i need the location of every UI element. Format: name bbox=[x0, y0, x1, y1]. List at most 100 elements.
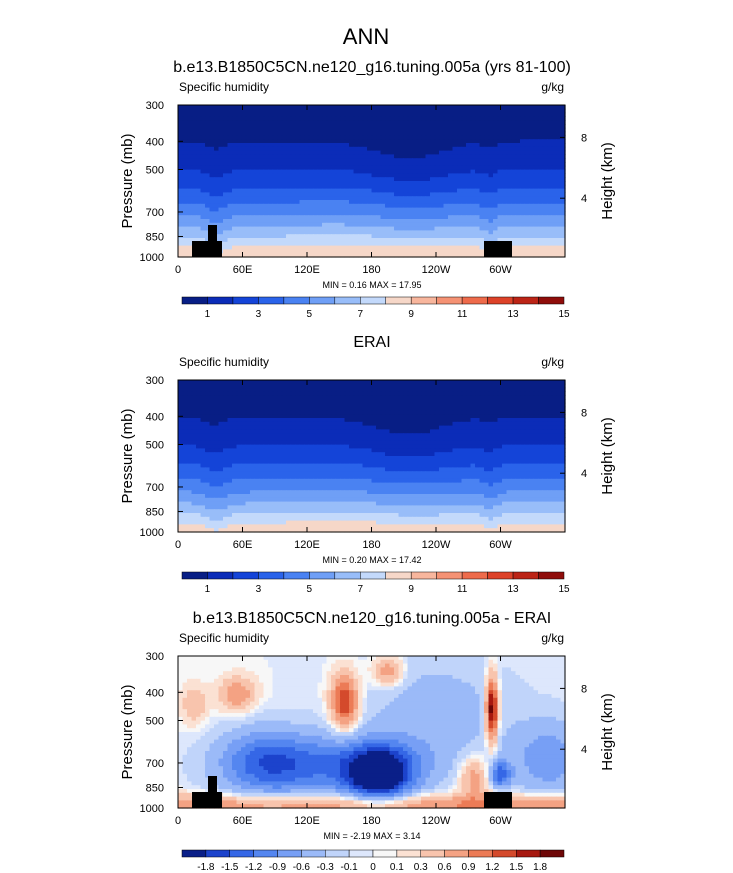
heatmap-cell bbox=[232, 425, 238, 430]
heatmap-cell bbox=[223, 230, 229, 235]
heatmap-cell bbox=[421, 146, 427, 152]
heatmap-cell bbox=[340, 184, 346, 190]
heatmap-cell bbox=[335, 380, 341, 385]
heatmap-cell bbox=[434, 399, 440, 404]
heatmap-cell bbox=[403, 165, 409, 171]
heatmap-cell bbox=[560, 181, 566, 186]
heatmap-cell bbox=[295, 192, 301, 197]
heatmap-cell bbox=[218, 181, 224, 186]
heatmap-cell bbox=[358, 429, 364, 434]
heatmap-cell bbox=[380, 418, 386, 423]
heatmap-cell bbox=[380, 184, 386, 190]
colorbar-label: 9 bbox=[408, 309, 414, 320]
heatmap-cell bbox=[434, 410, 440, 415]
heatmap-cell bbox=[182, 234, 188, 239]
heatmap-cell bbox=[299, 108, 305, 114]
heatmap-cell bbox=[556, 219, 562, 224]
heatmap-cell bbox=[398, 207, 404, 212]
heatmap-cell bbox=[313, 158, 319, 163]
heatmap-cell bbox=[304, 120, 310, 125]
heatmap-cell bbox=[466, 391, 472, 396]
heatmap-cell bbox=[380, 127, 386, 133]
heatmap-cell bbox=[349, 158, 355, 163]
heatmap-cell bbox=[299, 143, 305, 148]
heatmap-cell bbox=[272, 131, 278, 136]
heatmap-cell bbox=[362, 425, 368, 430]
heatmap-cell bbox=[506, 146, 512, 152]
heatmap-cell bbox=[385, 418, 391, 423]
heatmap-cell bbox=[380, 154, 386, 159]
heatmap-cell bbox=[367, 383, 373, 389]
heatmap-cell bbox=[425, 135, 431, 140]
heatmap-cell bbox=[214, 215, 220, 220]
heatmap-cell bbox=[457, 105, 463, 110]
heatmap-cell bbox=[358, 162, 364, 167]
heatmap-cell bbox=[394, 173, 400, 178]
heatmap-cell bbox=[488, 399, 494, 404]
heatmap-cell bbox=[250, 127, 256, 133]
heatmap-cell bbox=[232, 440, 238, 446]
heatmap-cell bbox=[277, 219, 283, 224]
heatmap-cell bbox=[200, 131, 206, 136]
heatmap-cell bbox=[313, 253, 319, 258]
heatmap-cell bbox=[295, 196, 301, 201]
heatmap-cell bbox=[484, 203, 490, 209]
heatmap-cell bbox=[308, 158, 314, 163]
heatmap-cell bbox=[466, 192, 472, 197]
heatmap-cell bbox=[299, 222, 305, 228]
heatmap-cell bbox=[556, 112, 562, 117]
heatmap-cell bbox=[196, 437, 202, 442]
heatmap-cell bbox=[439, 402, 445, 408]
heatmap-cell bbox=[560, 120, 566, 125]
heatmap-cell bbox=[232, 108, 238, 114]
heatmap-cell bbox=[367, 131, 373, 136]
heatmap-cell bbox=[430, 241, 436, 247]
heatmap-cell bbox=[259, 387, 265, 392]
heatmap-cell bbox=[178, 207, 184, 212]
heatmap-cell bbox=[475, 421, 481, 427]
heatmap-cell bbox=[538, 124, 544, 129]
heatmap-cell bbox=[205, 230, 211, 235]
heatmap-cell bbox=[344, 158, 350, 163]
heatmap-cell bbox=[317, 154, 323, 159]
heatmap-cell bbox=[335, 425, 341, 430]
heatmap-cell bbox=[214, 120, 220, 125]
heatmap-cell bbox=[466, 188, 472, 193]
heatmap-cell bbox=[191, 219, 197, 224]
heatmap-cell bbox=[331, 383, 337, 389]
heatmap-cell bbox=[205, 234, 211, 239]
heatmap-cell bbox=[556, 203, 562, 209]
heatmap-cell bbox=[479, 421, 485, 427]
heatmap-cell bbox=[299, 188, 305, 193]
heatmap-cell bbox=[349, 146, 355, 152]
heatmap-cell bbox=[412, 120, 418, 125]
heatmap-cell bbox=[191, 383, 197, 389]
heatmap-cell bbox=[259, 245, 265, 250]
heatmap-cell bbox=[371, 245, 377, 250]
heatmap-cell bbox=[488, 226, 494, 231]
heatmap-cell bbox=[529, 414, 535, 419]
heatmap-cell bbox=[466, 425, 472, 430]
heatmap-cell bbox=[313, 124, 319, 129]
heatmap-cell bbox=[349, 135, 355, 140]
heatmap-cell bbox=[196, 230, 202, 235]
heatmap-cell bbox=[524, 230, 530, 235]
heatmap-cell bbox=[362, 414, 368, 419]
heatmap-cell bbox=[421, 241, 427, 247]
heatmap-cell bbox=[254, 387, 260, 392]
heatmap-cell bbox=[259, 222, 265, 228]
heatmap-cell bbox=[421, 238, 427, 243]
y-tick-label: 1000 bbox=[140, 252, 164, 264]
heatmap-cell bbox=[470, 158, 476, 163]
heatmap-cell bbox=[218, 196, 224, 201]
heatmap-cell bbox=[272, 425, 278, 430]
heatmap-cell bbox=[475, 139, 481, 144]
heatmap-cell bbox=[223, 211, 229, 216]
heatmap-cell bbox=[326, 226, 332, 231]
heatmap-cell bbox=[200, 226, 206, 231]
heatmap-cell bbox=[254, 226, 260, 231]
heatmap-cell bbox=[466, 249, 472, 254]
heatmap-cell bbox=[461, 177, 467, 182]
heatmap-cell bbox=[214, 410, 220, 415]
heatmap-cell bbox=[362, 226, 368, 231]
